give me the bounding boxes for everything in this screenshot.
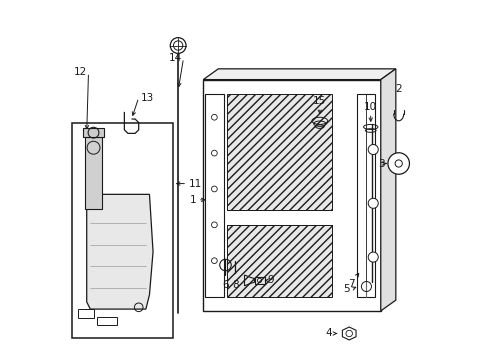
Text: 14: 14 bbox=[168, 53, 182, 63]
Text: 13: 13 bbox=[140, 93, 153, 103]
Text: 3: 3 bbox=[377, 158, 384, 168]
Bar bbox=[357, 94, 374, 297]
Bar bbox=[83, 128, 104, 137]
Text: 11: 11 bbox=[188, 179, 202, 189]
Polygon shape bbox=[380, 69, 395, 311]
Text: 10: 10 bbox=[364, 102, 377, 112]
Circle shape bbox=[367, 252, 378, 262]
Polygon shape bbox=[86, 194, 153, 309]
Circle shape bbox=[367, 198, 378, 208]
Text: 2: 2 bbox=[395, 84, 401, 94]
Circle shape bbox=[170, 38, 185, 53]
Text: 15: 15 bbox=[312, 96, 326, 106]
Text: 1: 1 bbox=[189, 195, 196, 205]
Bar bbox=[226, 94, 332, 211]
Bar bbox=[204, 94, 223, 297]
Bar bbox=[254, 277, 264, 284]
Bar bbox=[78, 309, 94, 318]
Polygon shape bbox=[203, 69, 395, 80]
Bar bbox=[85, 137, 102, 209]
Text: 12: 12 bbox=[73, 67, 86, 77]
Text: 5: 5 bbox=[342, 284, 349, 294]
Text: 8: 8 bbox=[231, 280, 238, 291]
Circle shape bbox=[387, 153, 408, 174]
Polygon shape bbox=[342, 327, 355, 340]
Text: 6: 6 bbox=[222, 280, 228, 291]
Bar bbox=[226, 225, 332, 297]
Text: 9: 9 bbox=[267, 275, 274, 285]
Bar bbox=[203, 80, 380, 311]
Bar bbox=[97, 318, 117, 325]
Circle shape bbox=[367, 144, 378, 154]
Text: 7: 7 bbox=[347, 279, 353, 289]
Text: 4: 4 bbox=[325, 328, 331, 338]
Bar bbox=[72, 123, 172, 338]
